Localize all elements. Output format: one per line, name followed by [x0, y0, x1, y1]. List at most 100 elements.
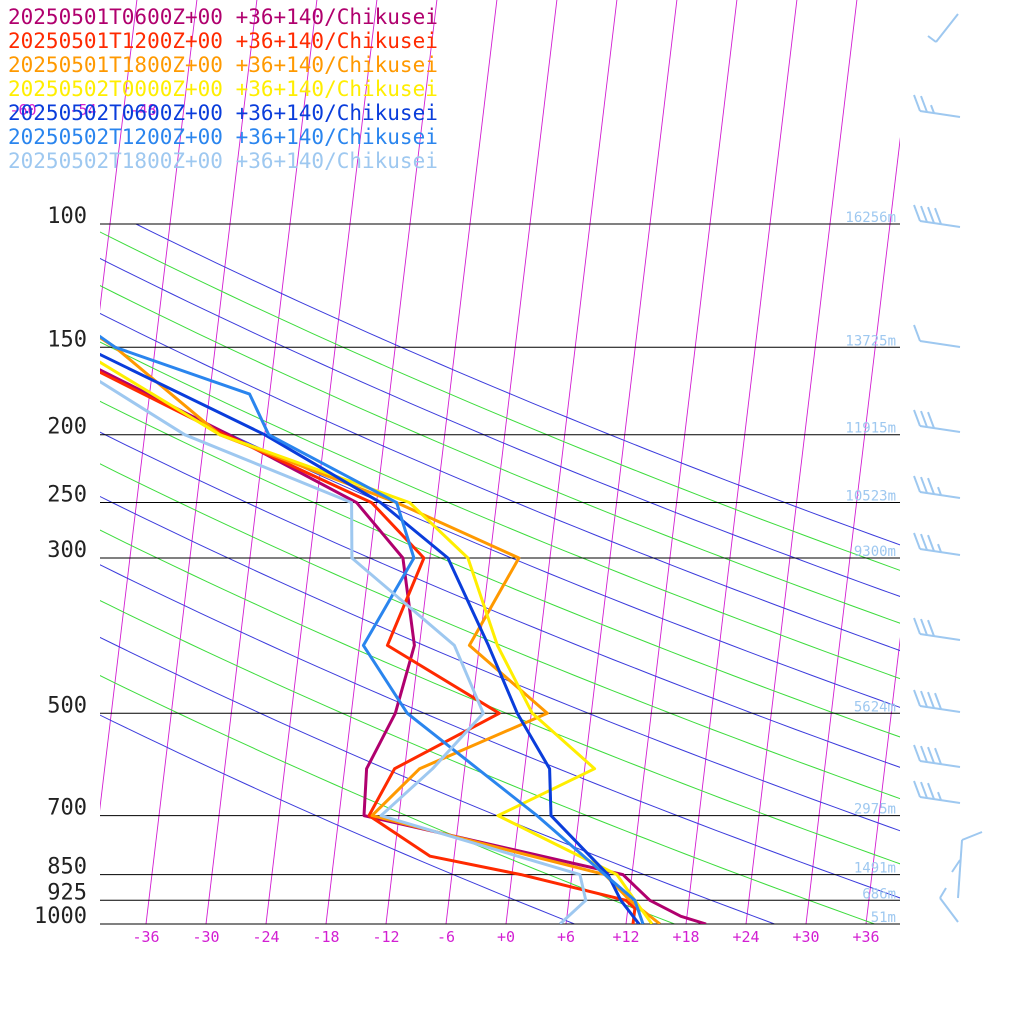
wind-barb [957, 839, 963, 899]
isotherm-line [445, 0, 558, 924]
isotherm-line [685, 0, 798, 924]
wind-barb [913, 532, 961, 556]
pressure-tick-label: 500 [47, 693, 87, 718]
series-line-5 [100, 352, 641, 924]
series-line-4 [100, 360, 654, 924]
temperature-tick-label: +18 [672, 928, 699, 946]
height-label: 51m [871, 910, 896, 926]
legend-entry-4: 20250502T0000Z+00 +36+140/Chikusei [8, 77, 438, 101]
wind-barb [961, 831, 983, 841]
wind-barb [951, 859, 961, 873]
legend-entry-7: 20250502T1800Z+00 +36+140/Chikusei [8, 149, 438, 173]
isotherm-line [625, 0, 738, 924]
wind-barb [913, 475, 961, 499]
pressure-tick-label: 250 [47, 483, 87, 508]
temperature-tick-label: -30 [192, 928, 219, 946]
pressure-tick-label: 150 [47, 327, 87, 352]
legend-entry-1: 20250501T0600Z+00 +36+140/Chikusei [8, 5, 438, 29]
dry-adiabat-line [100, 463, 900, 800]
height-label: 1491m [854, 861, 896, 877]
temperature-tick-label: +30 [792, 928, 819, 946]
sounding-series [100, 334, 707, 924]
temperature-tick-label: -18 [312, 928, 339, 946]
dry-adiabat-line [100, 257, 900, 597]
upper-temperature-tick-label: -54 [69, 101, 96, 119]
pressure-tick-label: 700 [47, 796, 87, 821]
wind-barb [939, 887, 947, 899]
isotherm-line [265, 0, 378, 924]
isotherm-line [986, 0, 1024, 924]
temperature-tick-label: +36 [852, 928, 879, 946]
isotherm-line [926, 0, 1024, 924]
temperature-tick-label: -6 [437, 928, 455, 946]
dry-adiabat-line [100, 636, 775, 924]
dry-adiabat-line [135, 223, 900, 546]
background-grid [100, 0, 1024, 924]
dry-adiabat-line [100, 312, 900, 652]
upper-temperature-tick-label: -60 [9, 101, 36, 119]
temperature-tick-label: -12 [372, 928, 399, 946]
isotherm-line [505, 0, 618, 924]
pressure-tick-label: 1000 [34, 904, 87, 929]
wind-barb [913, 744, 961, 768]
dry-adiabat-line [100, 599, 875, 924]
height-label: 16256m [845, 210, 896, 226]
series-line-2 [100, 370, 637, 924]
temperature-tick-label: +24 [732, 928, 759, 946]
series-line-6 [100, 334, 645, 924]
dry-adiabat-line [100, 231, 900, 571]
temperature-tick-label: +6 [557, 928, 575, 946]
wind-barb [913, 689, 961, 713]
wind-barb [913, 204, 961, 228]
series-line-7 [100, 379, 588, 924]
dry-adiabat-line [100, 370, 900, 708]
legend-entry-5: 20250502T0600Z+00 +36+140/Chikusei [8, 101, 438, 125]
legend: 20250501T0600Z+00 +36+140/Chikusei202505… [8, 5, 438, 173]
isotherm-line [565, 0, 678, 924]
dry-adiabat-line [100, 341, 900, 680]
wind-barb [913, 409, 961, 433]
wind-barb [913, 780, 961, 804]
dry-adiabat-line [100, 714, 575, 924]
wind-barb [939, 897, 959, 923]
legend-entry-6: 20250502T1200Z+00 +36+140/Chikusei [8, 125, 438, 149]
height-label: 11915m [845, 421, 896, 437]
height-label: 686m [862, 886, 896, 902]
dry-adiabat-line [100, 285, 900, 624]
temperature-tick-label: -36 [132, 928, 159, 946]
height-label: 5624m [854, 699, 896, 715]
dry-adiabat-line [100, 529, 900, 865]
dry-adiabat-line [100, 431, 900, 768]
pressure-tick-label: 925 [47, 880, 87, 905]
isobar-lines [100, 223, 900, 925]
wind-barb [927, 35, 937, 43]
pressure-tick-label: 100 [47, 204, 87, 229]
isotherm-line [145, 0, 258, 924]
pressure-tick-label: 300 [47, 538, 87, 563]
dry-adiabat-line [100, 495, 900, 832]
temperature-tick-label: +12 [612, 928, 639, 946]
wind-barb [913, 94, 961, 118]
legend-entry-2: 20250501T1200Z+00 +36+140/Chikusei [8, 29, 438, 53]
series-line-1 [100, 368, 707, 924]
wind-barb [913, 617, 961, 641]
isotherm-line [325, 0, 438, 924]
legend-entry-3: 20250501T1800Z+00 +36+140/Chikusei [8, 53, 438, 77]
upper-temperature-tick-label: -48 [129, 101, 156, 119]
isotherm-line [100, 0, 138, 312]
temperature-tick-label: +0 [497, 928, 515, 946]
wind-barbs [913, 13, 983, 923]
dry-adiabat-line [100, 564, 900, 899]
isotherm-line [205, 0, 318, 924]
series-line-3 [100, 335, 661, 924]
isotherm-line [865, 636, 900, 924]
dry-adiabat-line [100, 675, 675, 924]
pressure-tick-label: 850 [47, 855, 87, 880]
wind-barb [913, 324, 961, 348]
axis-labels: 100 16256m 150 13725m 200 11915m 250 10523m 300 9… [9, 101, 896, 946]
dry-adiabat-line [100, 400, 900, 738]
height-label: 13725m [845, 333, 896, 349]
isotherm-line [385, 0, 498, 924]
height-label: 9300m [854, 544, 896, 560]
